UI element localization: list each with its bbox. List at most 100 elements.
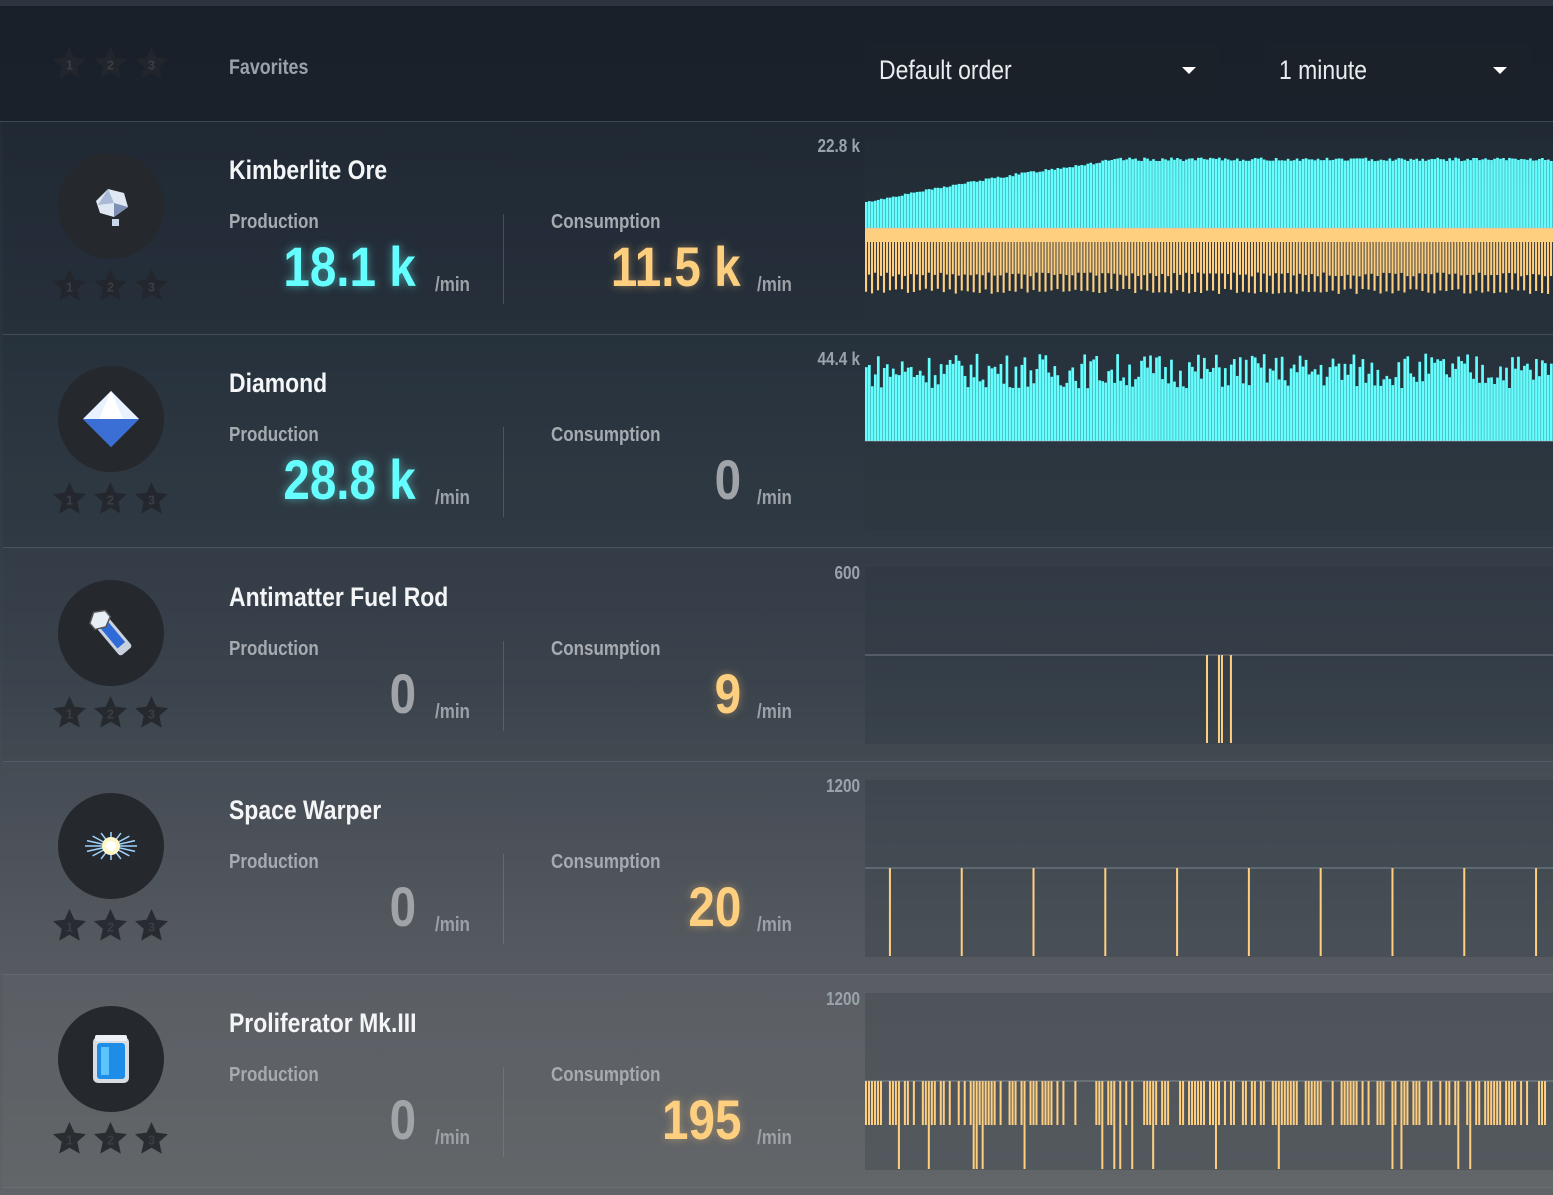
consumption-bar [930,1081,933,1126]
consumption-bar [984,1081,987,1126]
svg-text:1: 1 [66,920,73,934]
favorite-filter-1-star-icon[interactable]: 1 [52,46,87,81]
consumption-bar [1439,228,1442,291]
consumption-bar [1080,228,1083,292]
item-row[interactable]: 1 2 3 Proliferator Mk.III Production 0 /mi… [3,975,1553,1189]
consumption-bar [927,1081,930,1170]
divider [503,214,504,304]
consumption-bar [1460,228,1463,276]
consumption-bar [1194,1081,1197,1126]
production-bar [1191,158,1194,228]
production-bar [1439,361,1443,442]
production-bar [1334,366,1338,442]
consumption-bar [960,867,963,956]
consumption-bar [882,228,886,293]
consumption-bar [1355,1081,1358,1126]
favorite-filter-3-star-icon[interactable]: 3 [134,46,169,81]
sort-order-dropdown[interactable]: Default order [865,43,1220,97]
consumption-bar [960,228,963,291]
production-bar [945,187,949,228]
consumption-bar [1020,228,1023,289]
favorite-1-star-icon[interactable]: 1 [52,481,87,516]
consumption-bar [1490,228,1493,276]
favorite-filter-stars: 1 2 3 [52,46,169,81]
favorite-1-star-icon[interactable]: 1 [52,695,87,730]
favorite-1-star-icon[interactable]: 1 [52,1121,87,1156]
production-bar [990,177,994,228]
favorite-2-star-icon[interactable]: 2 [93,908,128,943]
consumption-bar [1502,228,1505,274]
consumption-bar [1304,1081,1307,1126]
consumption-bar [1313,1081,1316,1126]
consumption-bar [1430,228,1433,275]
consumption-bar [1538,228,1541,275]
divider [503,427,504,518]
consumption-bar [1325,228,1328,292]
favorite-3-star-icon[interactable]: 3 [134,695,169,730]
consumption-bar [1508,228,1511,274]
production-bar [1445,374,1449,442]
consumption-bar [1274,1081,1277,1126]
production-bar [1223,158,1227,228]
consumption-bar [1487,228,1490,292]
favorite-1-star-icon[interactable]: 1 [52,268,87,303]
consumption-bar [1520,1081,1523,1126]
svg-text:1: 1 [66,707,73,721]
consumption-bar [1307,1081,1310,1126]
consumption-bar [1167,228,1170,277]
consumption-bar [1490,1081,1493,1126]
production-bar [1493,384,1496,442]
favorite-3-star-icon[interactable]: 3 [134,481,169,516]
production-bar [1125,385,1128,442]
production-bar [888,377,892,442]
production-bar [1098,162,1102,228]
production-bar [987,178,991,228]
item-row[interactable]: 1 2 3 Space Warper Production 0 /min Consu… [3,761,1553,975]
favorite-2-star-icon[interactable]: 2 [93,695,128,730]
favorite-2-star-icon[interactable]: 2 [93,1121,128,1156]
consumption-bar [981,1081,984,1170]
consumption-unit: /min [757,1127,792,1150]
production-bar [1529,158,1532,228]
consumption-bar [990,228,993,294]
production-bar [1131,386,1134,442]
production-bar [1379,386,1383,442]
production-bar [1343,160,1347,228]
production-bar [909,367,913,442]
production-bar [903,193,907,228]
consumption-bar [1238,228,1242,275]
production-bar [1361,359,1365,442]
favorite-3-star-icon[interactable]: 3 [134,908,169,943]
production-bar [1358,367,1362,442]
production-bar [1014,366,1018,442]
production-bar [1065,383,1069,442]
production-bar [1062,387,1066,442]
favorite-3-star-icon[interactable]: 3 [134,1121,169,1156]
item-favorite-stars: 1 2 3 [52,908,169,943]
item-row[interactable]: 1 2 3 Diamond Production 28.8 k /min Consu… [3,335,1553,549]
consumption-bar [1146,1081,1149,1126]
consumption-bar [1194,228,1197,292]
time-range-dropdown[interactable]: 1 minute [1265,43,1531,97]
favorite-1-star-icon[interactable]: 1 [52,908,87,943]
production-bar [1472,157,1475,228]
production-bar [1223,368,1227,442]
favorite-filter-2-star-icon[interactable]: 2 [93,46,128,81]
item-row[interactable]: 1 2 3 Antimatter Fuel Rod Production 0 /mi… [3,548,1553,762]
production-value: 18.1 k [283,235,416,298]
consumption-bar [1253,228,1256,294]
consumption-bar [1295,228,1298,294]
consumption-bar [873,228,877,273]
production-bar [1071,167,1075,228]
production-bar [1376,160,1380,228]
favorite-3-star-icon[interactable]: 3 [134,268,169,303]
production-bar [1421,381,1425,442]
consumption-bar [1406,228,1409,277]
favorite-2-star-icon[interactable]: 2 [93,268,128,303]
item-row[interactable]: 1 2 3 Kimberlite Ore Production 18.1 k /mi… [3,122,1553,335]
production-bar [1304,158,1308,228]
consumption-bar [1211,1081,1214,1126]
favorite-2-star-icon[interactable]: 2 [93,481,128,516]
consumption-bar [1403,1081,1406,1126]
consumption-bar [1319,228,1322,293]
